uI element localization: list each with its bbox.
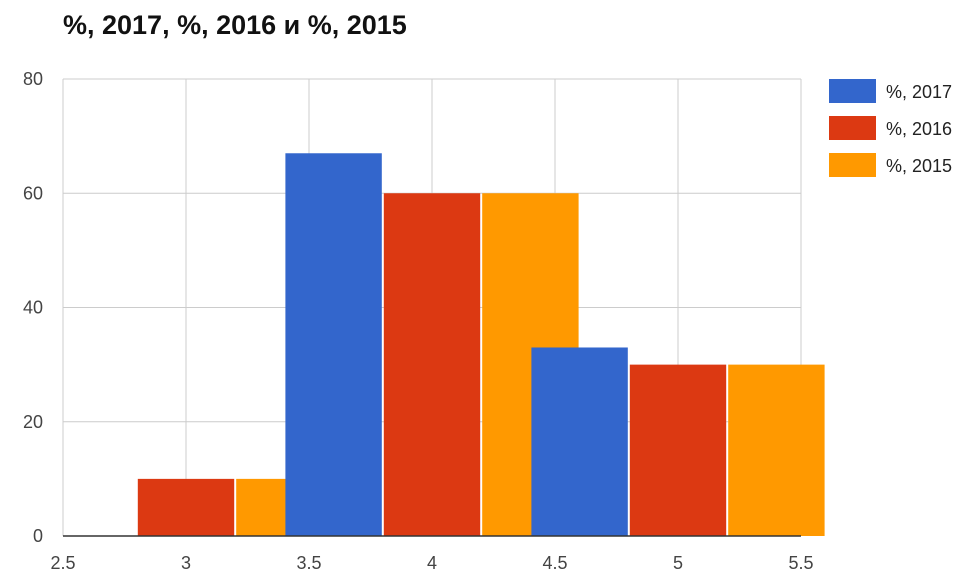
bar bbox=[285, 153, 381, 536]
x-tick-label: 4 bbox=[427, 553, 437, 573]
y-tick-label: 80 bbox=[23, 69, 43, 89]
y-tick-label: 40 bbox=[23, 298, 43, 318]
legend-swatch bbox=[829, 79, 876, 103]
x-tick-labels: 2.5 3 3.5 4 4.5 5 5.5 bbox=[50, 553, 813, 573]
y-tick-label: 60 bbox=[23, 183, 43, 203]
x-tick-label: 3 bbox=[181, 553, 191, 573]
x-tick-label: 3.5 bbox=[296, 553, 321, 573]
legend-swatch bbox=[829, 116, 876, 140]
bar bbox=[138, 479, 234, 536]
bar bbox=[531, 347, 627, 536]
bar bbox=[630, 365, 726, 536]
x-tick-label: 2.5 bbox=[50, 553, 75, 573]
y-tick-labels: 0 20 40 60 80 bbox=[23, 69, 43, 546]
bar bbox=[728, 365, 824, 536]
bar bbox=[384, 193, 480, 536]
legend-label: %, 2015 bbox=[886, 156, 952, 176]
y-tick-label: 20 bbox=[23, 412, 43, 432]
legend-label: %, 2016 bbox=[886, 119, 952, 139]
y-tick-label: 0 bbox=[33, 526, 43, 546]
x-tick-label: 5.5 bbox=[788, 553, 813, 573]
x-tick-label: 4.5 bbox=[542, 553, 567, 573]
x-tick-label: 5 bbox=[673, 553, 683, 573]
legend-swatch bbox=[829, 153, 876, 177]
legend-label: %, 2017 bbox=[886, 82, 952, 102]
legend: %, 2017 %, 2016 %, 2015 bbox=[829, 79, 952, 177]
bars bbox=[138, 153, 825, 536]
